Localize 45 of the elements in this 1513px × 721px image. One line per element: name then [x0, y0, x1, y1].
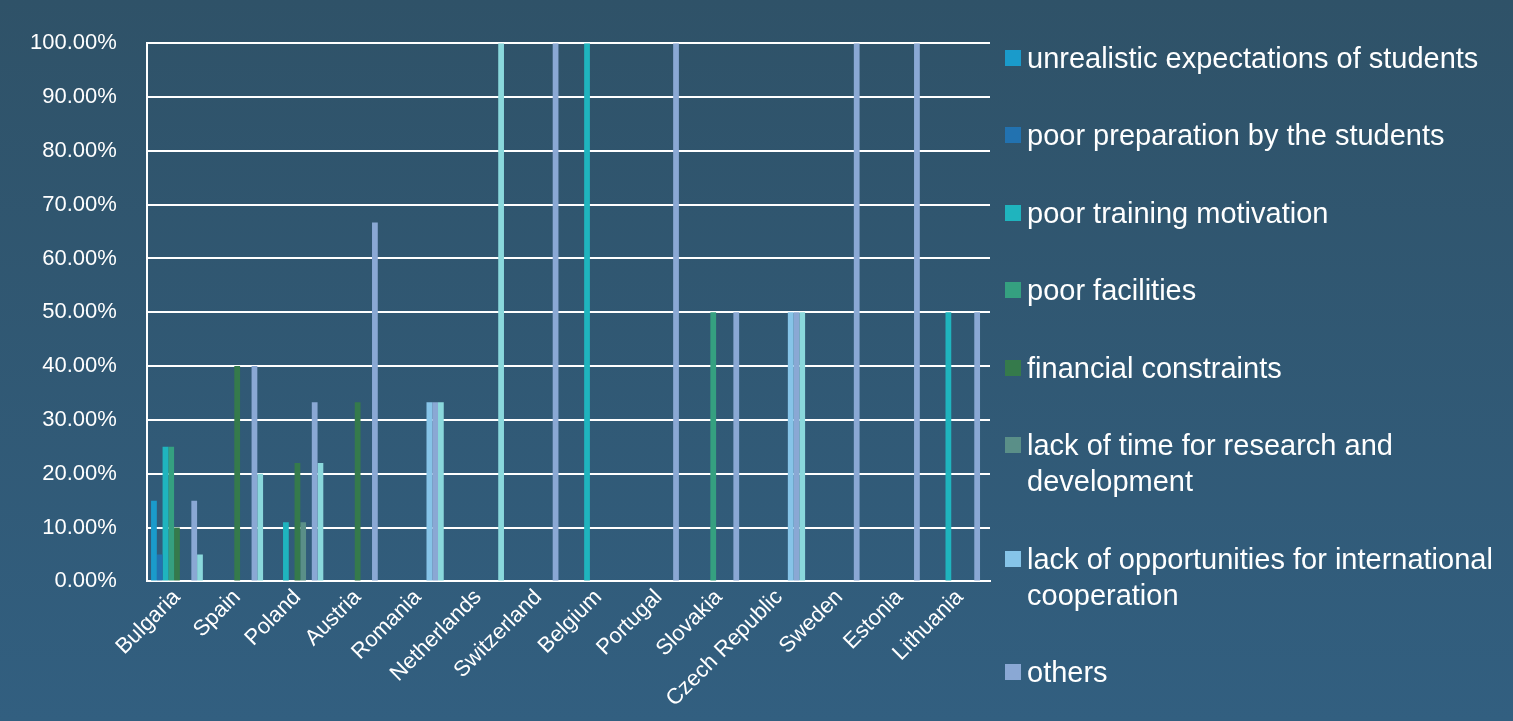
y-tick-label: 40.00%: [42, 352, 117, 378]
bar: [710, 312, 717, 581]
bar: [300, 522, 307, 581]
bar: [584, 43, 590, 581]
legend-label: unrealistic expectations of students: [1027, 41, 1479, 76]
legend-label: lack of time for research and development: [1027, 428, 1394, 500]
bar: [799, 312, 806, 581]
y-tick-label: 50.00%: [42, 298, 117, 324]
bar: [426, 402, 433, 581]
bar: [174, 527, 180, 581]
bar: [151, 500, 157, 581]
bar: [156, 554, 163, 581]
bar: [974, 312, 981, 581]
bar: [787, 312, 794, 581]
bar: [372, 222, 378, 581]
bar: [498, 43, 504, 581]
y-tick-label: 80.00%: [42, 136, 117, 162]
bar: [283, 522, 289, 581]
legend-label: lack of opportunities for international cooperation: [1027, 541, 1494, 613]
y-tick-label: 100.00%: [29, 29, 117, 55]
bar: [914, 43, 920, 581]
bar: [432, 402, 439, 581]
y-tick-label: 60.00%: [42, 244, 117, 270]
bar: [853, 43, 860, 581]
bar: [438, 402, 444, 581]
bar: [257, 473, 264, 581]
bar: [673, 43, 679, 581]
legend-label: poor facilities: [1027, 273, 1197, 309]
bar: [191, 500, 198, 581]
bar: [311, 402, 318, 581]
bar: [168, 446, 175, 581]
y-tick-label: 70.00%: [42, 190, 117, 216]
bar: [733, 312, 740, 581]
bar: [354, 402, 361, 581]
bar: [197, 554, 203, 581]
y-tick-label: 30.00%: [42, 405, 117, 431]
y-tick-label: 90.00%: [42, 83, 117, 109]
legend-label: others: [1027, 654, 1108, 690]
legend-label: poor training motivation: [1027, 195, 1329, 231]
y-tick-label: 10.00%: [42, 513, 117, 539]
bar: [234, 366, 241, 581]
y-tick-label: 20.00%: [42, 459, 117, 485]
legend-label: poor preparation by the students: [1027, 118, 1445, 154]
legend-label: financial constraints: [1027, 350, 1282, 386]
y-tick-label: 0.00%: [54, 567, 117, 593]
